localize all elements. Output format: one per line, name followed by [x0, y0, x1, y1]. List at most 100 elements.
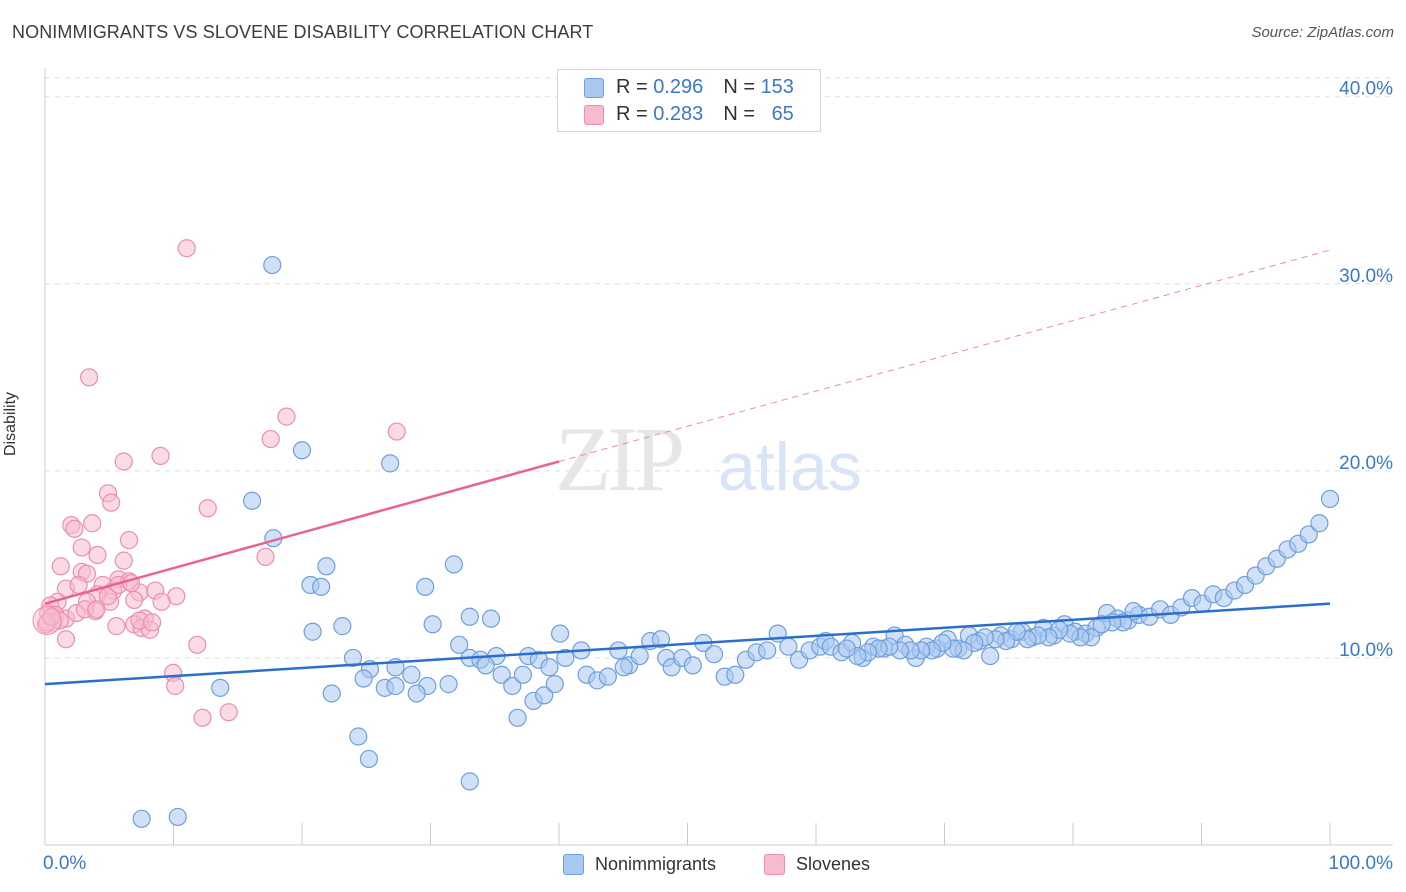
- slovenes-point: [277, 407, 296, 426]
- nonimmigrants-points: [132, 255, 1340, 828]
- nonimmigrants-point: [758, 641, 777, 660]
- slovenes-point: [69, 575, 88, 595]
- slovenes-point: [83, 514, 102, 533]
- nonimmigrants-point: [704, 645, 724, 664]
- nonimmigrants-point: [312, 577, 331, 596]
- nonimmigrants-point: [481, 609, 501, 628]
- nonimmigrants-point: [1299, 525, 1318, 544]
- slovenes-point: [177, 239, 196, 258]
- slovenes-point: [166, 676, 185, 696]
- nonimmigrants-point: [354, 669, 373, 688]
- x-tick-label: 0.0%: [43, 853, 86, 874]
- nonimmigrants-point: [1310, 514, 1329, 533]
- slovenes-point: [107, 617, 126, 636]
- nonimmigrants-point: [503, 676, 522, 696]
- watermark-atlas: atlas: [718, 429, 862, 505]
- nonimmigrants-point: [545, 675, 564, 694]
- slovenes-point: [56, 630, 76, 649]
- slovenes-point: [219, 703, 238, 722]
- nonimmigrants-point: [444, 555, 463, 574]
- nonimmigrants-point: [981, 646, 1000, 666]
- nonimmigrants-point: [439, 675, 458, 694]
- nonimmigrants-point: [508, 708, 527, 727]
- legend-row-nonimmigrants: R = 0.296 N = 153: [558, 74, 820, 100]
- legend-swatch-pink: [764, 854, 785, 875]
- nonimmigrants-point: [492, 665, 511, 684]
- nonimmigrants-point: [630, 646, 649, 666]
- slovenes-point: [151, 446, 170, 465]
- legend-r-label: R =: [616, 103, 654, 125]
- nonimmigrants-point: [242, 491, 262, 510]
- y-tick-label: 40.0%: [1339, 79, 1393, 100]
- slovenes-point: [98, 587, 118, 606]
- slovenes-point: [114, 452, 133, 471]
- nonimmigrants-point: [303, 622, 322, 641]
- slovenes-point: [193, 708, 212, 727]
- legend-n-label: N =: [723, 76, 761, 98]
- slovenes-point: [143, 613, 162, 632]
- legend-r-value: 0.283: [653, 103, 704, 125]
- nonimmigrants-point: [333, 617, 352, 636]
- slovenes-point: [188, 635, 207, 654]
- slovenes-points: [32, 239, 406, 727]
- legend-swatch-blue: [563, 854, 584, 875]
- legend-swatch-blue: [584, 78, 604, 98]
- nonimmigrants-point: [381, 454, 400, 473]
- nonimmigrants-point: [132, 809, 151, 828]
- slovenes-point: [152, 592, 171, 611]
- correlation-legend: R = 0.296 N = 153 R = 0.283 N = 65: [557, 69, 821, 132]
- nonimmigrants-point: [322, 684, 341, 703]
- nonimmigrants-point: [292, 441, 312, 460]
- legend-n-value: 65: [771, 103, 794, 125]
- nonimmigrants-point: [460, 607, 479, 626]
- slovenes-point: [65, 519, 84, 538]
- legend-r-value: 0.296: [653, 76, 704, 98]
- legend-n-value: 153: [760, 76, 794, 98]
- legend-n-label: N =: [723, 103, 761, 125]
- nonimmigrants-point: [1092, 615, 1111, 634]
- nonimmigrants-point: [651, 630, 671, 649]
- slovenes-point: [42, 607, 61, 626]
- nonimmigrants-point: [556, 648, 575, 668]
- grid-lines: [45, 77, 1393, 659]
- nonimmigrants-point: [423, 615, 442, 634]
- slovenes-point: [387, 422, 406, 441]
- y-tick-label: 30.0%: [1339, 266, 1393, 287]
- nonimmigrants-point: [550, 624, 570, 643]
- nonimmigrants-point: [614, 658, 633, 677]
- series-legend: Nonimmigrants Slovenes: [0, 851, 1406, 877]
- nonimmigrants-point: [460, 772, 479, 791]
- nonimmigrants-point: [1320, 489, 1340, 509]
- nonimmigrants-point: [211, 678, 230, 697]
- watermark-zip: ZIP: [555, 408, 682, 510]
- nonimmigrants-point: [450, 635, 469, 654]
- slovenes-point: [261, 429, 280, 449]
- slovenes-point: [198, 499, 217, 518]
- slovenes-trend-extension: [558, 249, 1331, 462]
- source-label: Source: ZipAtlas.com: [1251, 24, 1394, 41]
- nonimmigrants-point: [416, 577, 435, 596]
- slovenes-point: [119, 530, 139, 550]
- y-tick-label: 20.0%: [1339, 453, 1393, 474]
- nonimmigrants-point: [540, 658, 559, 677]
- nonimmigrants-point: [683, 656, 702, 675]
- slovenes-point: [125, 590, 144, 610]
- legend-label: Nonimmigrants: [595, 854, 717, 874]
- slovenes-point: [256, 547, 275, 567]
- nonimmigrants-point: [343, 648, 363, 668]
- axes: [44, 68, 1393, 846]
- slovenes-point: [88, 545, 107, 565]
- nonimmigrants-point: [407, 684, 426, 703]
- legend-row-slovenes: R = 0.283 N = 65: [558, 101, 820, 127]
- watermark: ZIP atlas: [555, 408, 862, 510]
- legend-r-label: R =: [616, 76, 654, 98]
- slovenes-point: [72, 538, 91, 557]
- slovenes-point: [79, 368, 99, 387]
- nonimmigrants-point: [535, 686, 554, 705]
- tick-labels: 10.0% 20.0% 30.0% 40.0% 0.0% 100.0%: [43, 79, 1393, 874]
- nonimmigrants-point: [317, 557, 336, 576]
- legend-label: Slovenes: [796, 854, 871, 874]
- slovenes-point: [32, 606, 62, 636]
- nonimmigrants-point: [726, 665, 745, 684]
